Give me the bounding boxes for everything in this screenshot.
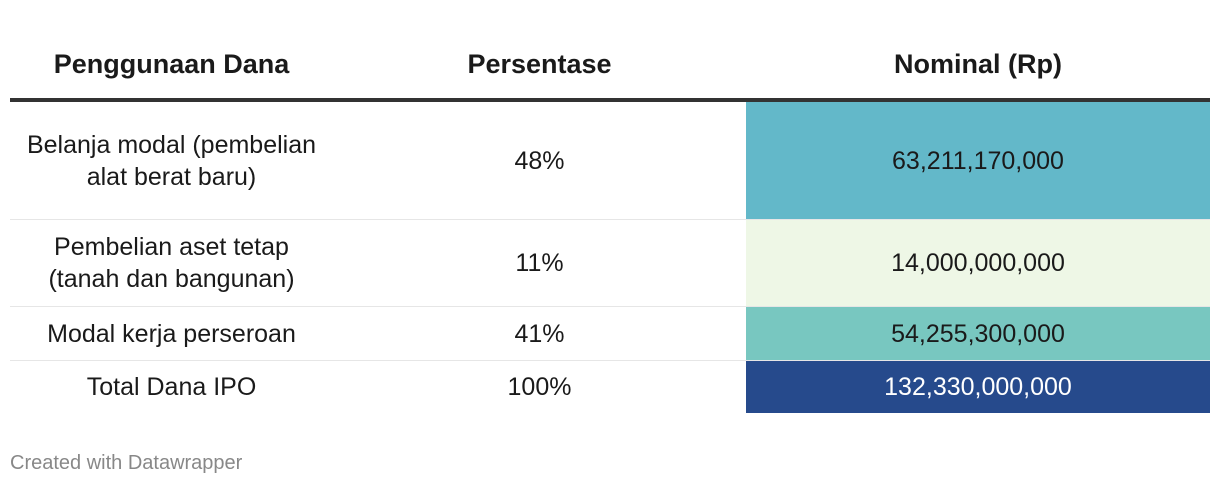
table-row-total: Total Dana IPO 100% 132,330,000,000 bbox=[10, 360, 1210, 413]
nominal-cell: 14,000,000,000 bbox=[746, 219, 1210, 307]
table-row: Modal kerja perseroan 41% 54,255,300,000 bbox=[10, 306, 1210, 361]
header-row: Penggunaan Dana Persentase Nominal (Rp) bbox=[10, 30, 1210, 102]
percent-cell: 48% bbox=[333, 100, 746, 220]
nominal-cell: 54,255,300,000 bbox=[746, 306, 1210, 361]
datawrapper-credit[interactable]: Created with Datawrapper bbox=[10, 452, 243, 474]
nominal-cell: 63,211,170,000 bbox=[746, 100, 1210, 220]
nominal-cell: 132,330,000,000 bbox=[746, 360, 1210, 413]
column-header-penggunaan[interactable]: Penggunaan Dana bbox=[10, 30, 333, 102]
percent-cell: 11% bbox=[333, 219, 746, 307]
table-row: Pembelian aset tetap (tanah dan bangunan… bbox=[10, 219, 1210, 307]
percent-cell: 100% bbox=[507, 373, 572, 401]
funds-table: Penggunaan Dana Persentase Nominal (Rp) … bbox=[10, 30, 1210, 413]
column-header-nominal[interactable]: Nominal (Rp) bbox=[746, 30, 1210, 102]
usage-cell: Belanja modal (pembelian alat berat baru… bbox=[10, 100, 333, 220]
usage-cell: Total Dana IPO bbox=[86, 373, 257, 401]
usage-cell: Modal kerja perseroan bbox=[10, 306, 333, 361]
usage-cell: Pembelian aset tetap (tanah dan bangunan… bbox=[10, 219, 333, 307]
percent-cell: 41% bbox=[333, 306, 746, 361]
table-row: Belanja modal (pembelian alat berat baru… bbox=[10, 100, 1210, 220]
data-table: Penggunaan Dana Persentase Nominal (Rp) … bbox=[10, 30, 1210, 413]
column-header-persentase[interactable]: Persentase bbox=[333, 30, 746, 102]
